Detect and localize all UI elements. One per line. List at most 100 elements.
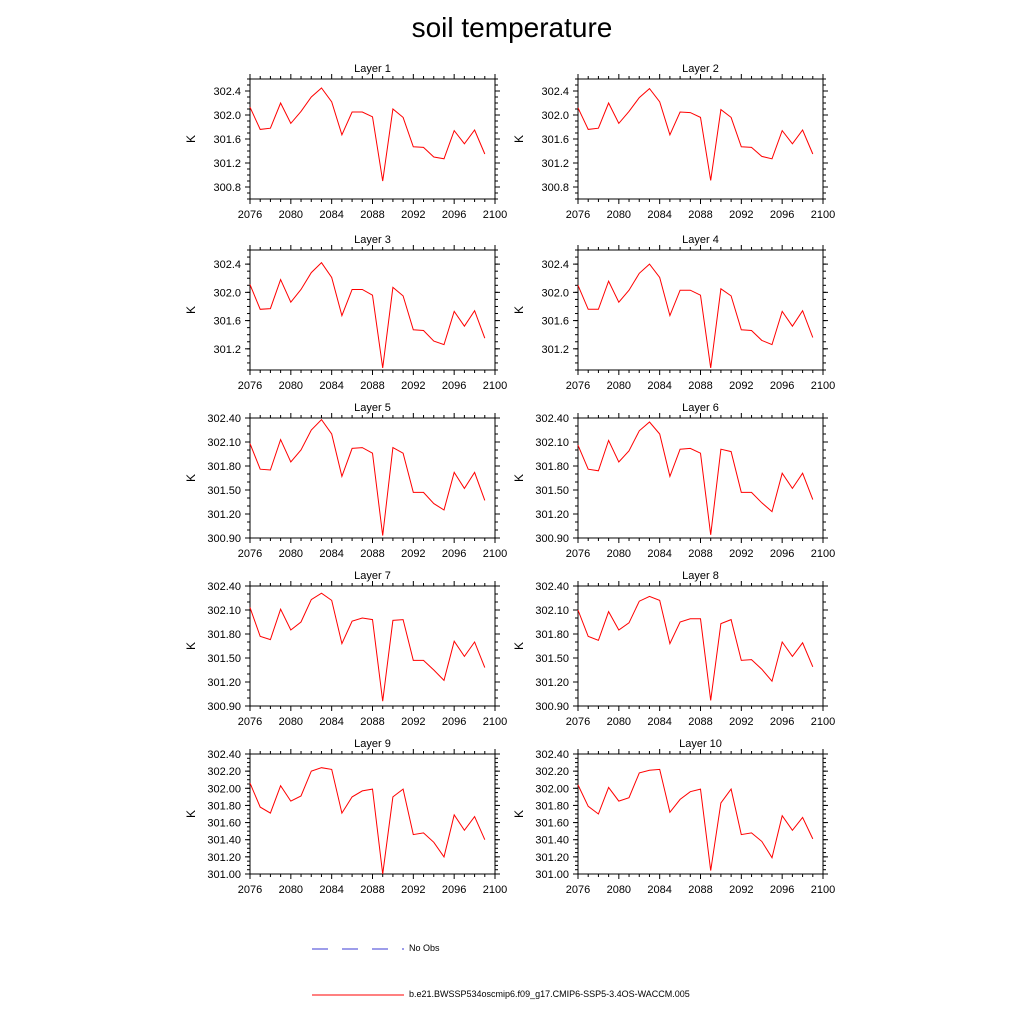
y-tick-label: 301.80 <box>207 461 241 473</box>
panel-title: Layer 2 <box>682 63 719 75</box>
y-axis-label: K <box>512 474 526 482</box>
x-tick-label: 2096 <box>770 716 794 728</box>
y-tick-label: 302.4 <box>213 86 241 98</box>
x-tick-label: 2092 <box>401 209 425 221</box>
y-tick-label: 301.00 <box>207 869 241 881</box>
x-tick-label: 2092 <box>401 716 425 728</box>
y-tick-label: 300.8 <box>541 182 569 194</box>
x-tick-label: 2100 <box>811 884 835 896</box>
y-tick-label: 301.20 <box>207 677 241 689</box>
y-tick-label: 301.20 <box>535 509 569 521</box>
x-tick-label: 2088 <box>688 716 712 728</box>
y-tick-label: 301.2 <box>541 344 569 356</box>
y-tick-label: 302.0 <box>541 287 569 299</box>
y-tick-label: 301.60 <box>207 818 241 830</box>
y-tick-label: 302.00 <box>207 783 241 795</box>
x-tick-label: 2084 <box>319 716 343 728</box>
y-tick-label: 301.50 <box>535 653 569 665</box>
series-line-1 <box>577 87 814 181</box>
y-tick-label: 301.40 <box>535 835 569 847</box>
x-tick-label: 2084 <box>647 548 671 560</box>
panel-title: Layer 1 <box>354 63 391 75</box>
y-tick-label: 302.10 <box>535 605 569 617</box>
y-axis-label: K <box>512 306 526 314</box>
x-tick-label: 2088 <box>360 716 384 728</box>
x-tick-label: 2080 <box>607 209 631 221</box>
x-tick-label: 2076 <box>566 209 590 221</box>
x-tick-label: 2084 <box>319 380 343 392</box>
x-tick-label: 2092 <box>729 548 753 560</box>
panel-4: Layer 4 K 2076 2080 2084 2088 2092 2096 2100 301.… <box>512 234 835 392</box>
x-tick-label: 2092 <box>729 716 753 728</box>
x-tick-label: 2076 <box>566 884 590 896</box>
panel-5: Layer 5 K 2076 2080 2084 2088 2092 2096 2100 300.… <box>184 402 507 560</box>
y-tick-label: 301.60 <box>535 818 569 830</box>
y-tick-label: 302.40 <box>535 581 569 593</box>
panel-10: Layer 10 K 2076 2080 2084 2088 2092 2096 2100 301… <box>512 738 835 896</box>
series-line-1 <box>577 263 814 368</box>
y-axis-label: K <box>184 474 198 482</box>
x-tick-label: 2088 <box>688 380 712 392</box>
y-tick-label: 301.80 <box>535 800 569 812</box>
series-line-1 <box>249 767 486 875</box>
y-tick-label: 302.00 <box>535 783 569 795</box>
x-tick-label: 2092 <box>729 380 753 392</box>
x-tick-label: 2088 <box>360 548 384 560</box>
x-tick-label: 2080 <box>279 209 303 221</box>
y-axis-label: K <box>512 810 526 818</box>
x-tick-label: 2080 <box>279 716 303 728</box>
series-line-1 <box>249 87 486 182</box>
x-tick-label: 2088 <box>688 209 712 221</box>
y-tick-label: 301.2 <box>541 158 569 170</box>
panel-8: Layer 8 K 2076 2080 2084 2088 2092 2096 2100 300.… <box>512 570 835 728</box>
y-axis-label: K <box>184 642 198 650</box>
x-tick-label: 2096 <box>442 209 466 221</box>
y-tick-label: 302.40 <box>535 413 569 425</box>
x-tick-label: 2084 <box>647 209 671 221</box>
y-tick-label: 301.80 <box>535 629 569 641</box>
x-tick-label: 2096 <box>770 548 794 560</box>
y-tick-label: 302.10 <box>207 605 241 617</box>
x-tick-label: 2088 <box>360 209 384 221</box>
y-tick-label: 301.2 <box>213 344 241 356</box>
y-tick-label: 302.4 <box>213 259 241 271</box>
x-tick-label: 2084 <box>647 884 671 896</box>
y-axis-label: K <box>512 642 526 650</box>
x-tick-label: 2076 <box>566 548 590 560</box>
x-tick-label: 2100 <box>483 380 507 392</box>
y-tick-label: 301.40 <box>207 835 241 847</box>
y-tick-label: 302.0 <box>213 110 241 122</box>
y-axis-label: K <box>184 810 198 818</box>
y-tick-label: 300.90 <box>535 533 569 545</box>
series-line-1 <box>249 418 486 536</box>
y-axis-label: K <box>512 135 526 143</box>
y-tick-label: 302.40 <box>207 413 241 425</box>
y-tick-label: 301.80 <box>207 800 241 812</box>
y-tick-label: 302.4 <box>541 259 569 271</box>
x-tick-label: 2080 <box>279 884 303 896</box>
y-tick-label: 302.10 <box>535 437 569 449</box>
y-tick-label: 300.90 <box>207 533 241 545</box>
y-tick-label: 302.0 <box>541 110 569 122</box>
x-tick-label: 2100 <box>811 209 835 221</box>
panel-title: Layer 8 <box>682 570 719 582</box>
x-tick-label: 2096 <box>442 380 466 392</box>
y-tick-label: 300.90 <box>207 701 241 713</box>
y-tick-label: 301.20 <box>535 677 569 689</box>
y-axis-label: K <box>184 306 198 314</box>
x-tick-label: 2080 <box>607 884 631 896</box>
x-tick-label: 2076 <box>238 380 262 392</box>
x-tick-label: 2084 <box>319 209 343 221</box>
y-tick-label: 302.40 <box>207 581 241 593</box>
x-tick-label: 2080 <box>607 548 631 560</box>
x-tick-label: 2092 <box>401 884 425 896</box>
x-tick-label: 2084 <box>319 548 343 560</box>
y-tick-label: 301.00 <box>535 869 569 881</box>
y-tick-label: 301.2 <box>213 158 241 170</box>
x-tick-label: 2100 <box>483 209 507 221</box>
panel-title: Layer 5 <box>354 402 391 414</box>
x-tick-label: 2080 <box>279 548 303 560</box>
panel-title: Layer 3 <box>354 234 391 246</box>
x-tick-label: 2092 <box>729 209 753 221</box>
